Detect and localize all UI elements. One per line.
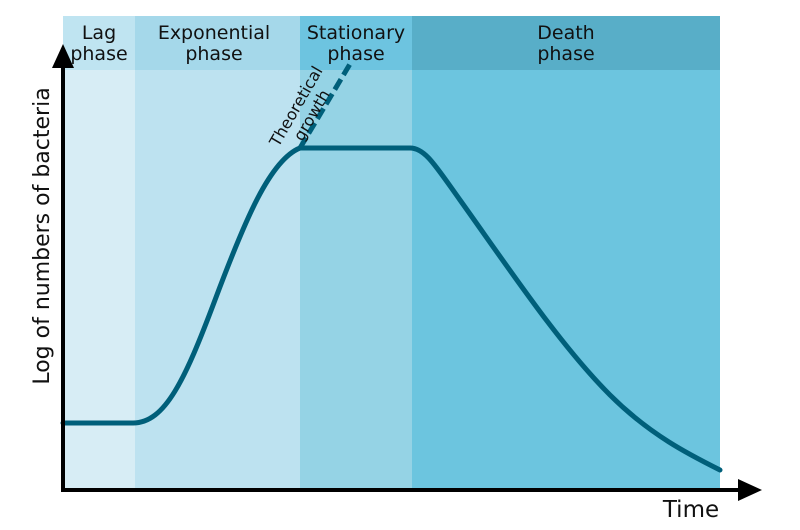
stationary-header <box>300 16 412 70</box>
growth-curve <box>60 145 723 473</box>
exponential-header <box>135 16 300 70</box>
phase-label: phase <box>327 43 384 65</box>
x-axis-arrow <box>738 479 762 501</box>
phase-label: Stationary <box>307 22 405 44</box>
lag-header <box>63 16 135 70</box>
phase-label: Exponential <box>158 22 270 44</box>
stationary-band <box>300 16 412 490</box>
phase-label: Lag <box>82 22 116 44</box>
phase-label: Death <box>537 22 594 44</box>
death-band <box>412 16 720 490</box>
exponential-band <box>135 16 300 490</box>
phase-label: phase <box>537 43 594 65</box>
phase-label: phase <box>185 43 242 65</box>
lag-band <box>63 16 135 490</box>
y-axis-label: Log of numbers of bacteria <box>30 87 55 384</box>
y-axis-arrow <box>52 44 74 68</box>
phase-label: phase <box>70 43 127 65</box>
death-header <box>412 16 720 70</box>
x-axis-label: Time <box>662 497 719 523</box>
